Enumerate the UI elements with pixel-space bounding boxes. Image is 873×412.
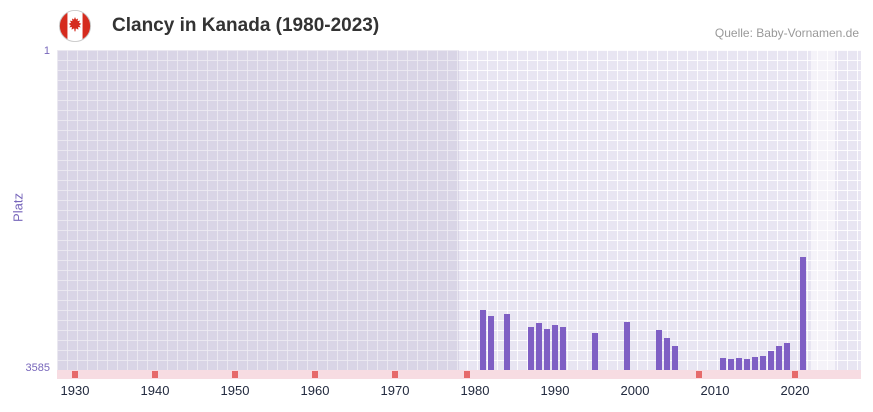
rank-bar[interactable] bbox=[784, 342, 790, 370]
rank-bar[interactable] bbox=[656, 330, 662, 370]
x-axis-label: 1940 bbox=[140, 383, 170, 398]
x-axis-label: 1980 bbox=[460, 383, 490, 398]
rank-bar[interactable] bbox=[664, 338, 670, 370]
y-tick-top: 1 bbox=[43, 45, 50, 57]
x-axis-label: 1950 bbox=[220, 383, 250, 398]
no-data-mark bbox=[792, 371, 798, 378]
y-tick-bottom: 3585 bbox=[25, 362, 50, 374]
rank-bar[interactable] bbox=[504, 313, 510, 370]
rank-bar[interactable] bbox=[536, 323, 542, 370]
rank-bar[interactable] bbox=[560, 327, 566, 370]
x-axis-label: 1970 bbox=[380, 383, 410, 398]
recent-years-highlight bbox=[811, 50, 835, 370]
rank-bar[interactable] bbox=[624, 322, 630, 370]
no-data-mark bbox=[392, 371, 398, 378]
canada-flag-icon bbox=[58, 9, 92, 43]
x-axis-band bbox=[57, 370, 861, 379]
rank-bar[interactable] bbox=[800, 257, 806, 370]
rank-bar[interactable] bbox=[528, 326, 534, 370]
source-note: Quelle: Baby-Vornamen.de bbox=[714, 26, 859, 40]
rank-bar[interactable] bbox=[760, 355, 766, 370]
no-data-mark bbox=[152, 371, 158, 378]
x-axis-label: 1930 bbox=[60, 383, 90, 398]
rank-bar[interactable] bbox=[728, 359, 734, 370]
rank-bar[interactable] bbox=[552, 324, 558, 370]
rank-bar[interactable] bbox=[752, 357, 758, 370]
x-axis-label: 1990 bbox=[540, 383, 570, 398]
x-axis-label: 2010 bbox=[700, 383, 730, 398]
rank-bar[interactable] bbox=[672, 346, 678, 370]
no-data-mark bbox=[312, 371, 318, 378]
chart-header: Clancy in Kanada (1980-2023) Quelle: Bab… bbox=[0, 0, 873, 48]
rank-bar[interactable] bbox=[592, 332, 598, 370]
page-title: Clancy in Kanada (1980-2023) bbox=[112, 15, 380, 36]
rank-bar[interactable] bbox=[736, 357, 742, 370]
no-data-mark bbox=[464, 371, 470, 378]
x-axis-labels: 1930 1940 1950 1960 1970 1980 1990 2000 2010 2020 bbox=[57, 383, 861, 401]
no-data-mark bbox=[72, 371, 78, 378]
rank-bar[interactable] bbox=[480, 309, 486, 370]
pre-1980-shaded-region bbox=[57, 50, 459, 370]
x-axis-label: 2020 bbox=[780, 383, 810, 398]
rank-bar[interactable] bbox=[488, 316, 494, 370]
rank-bar[interactable] bbox=[768, 350, 774, 370]
no-data-mark bbox=[232, 371, 238, 378]
rank-bar[interactable] bbox=[720, 357, 726, 370]
no-data-mark bbox=[696, 371, 702, 378]
rank-bar[interactable] bbox=[544, 329, 550, 370]
x-axis-label: 1960 bbox=[300, 383, 330, 398]
y-axis-label: Platz bbox=[10, 193, 26, 222]
x-axis-label: 2000 bbox=[620, 383, 650, 398]
plot-area bbox=[57, 50, 861, 370]
rank-bar[interactable] bbox=[776, 346, 782, 370]
rank-bar[interactable] bbox=[744, 358, 750, 370]
